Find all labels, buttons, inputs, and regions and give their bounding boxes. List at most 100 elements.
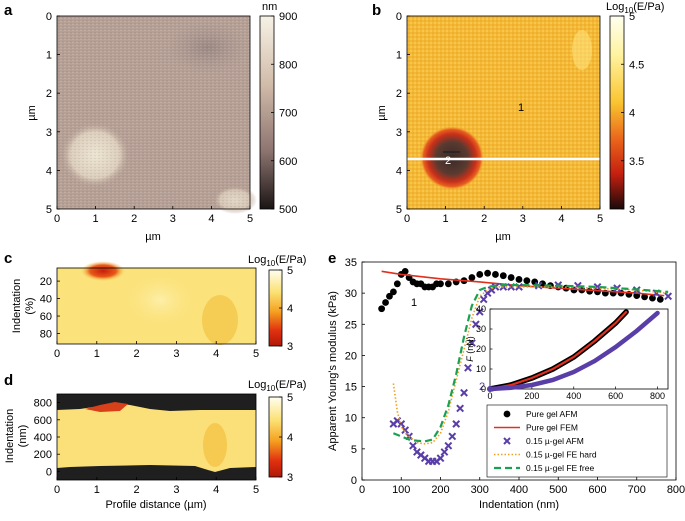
x-tick-label: 2 bbox=[134, 484, 140, 496]
x-tick-label: 5 bbox=[253, 348, 259, 360]
marker-stroke bbox=[397, 420, 406, 428]
x-axis-ticks-a: 0 1 2 3 4 5 bbox=[54, 206, 253, 225]
panel-label-e: e bbox=[328, 250, 336, 267]
y-tick-label: 20 bbox=[40, 276, 52, 288]
data-point bbox=[641, 293, 648, 301]
series-e bbox=[378, 267, 673, 466]
marker-stroke bbox=[515, 283, 523, 291]
marker-stroke bbox=[416, 451, 425, 459]
y-axis-ticks-b: 0 1 2 3 4 5 bbox=[396, 11, 410, 216]
y-tick-label: 200 bbox=[34, 449, 52, 461]
data-point bbox=[467, 339, 476, 347]
inset-y-tick-label: 10 bbox=[476, 364, 486, 374]
data-point bbox=[440, 448, 449, 456]
data-point bbox=[484, 269, 491, 277]
data-point bbox=[444, 441, 453, 450]
y-tick-label: 1 bbox=[396, 50, 402, 62]
axes-frame-a bbox=[56, 15, 251, 210]
y-tick-label: 2 bbox=[396, 88, 402, 100]
panel-b: 1 2 0 1 2 3 4 5 0 1 2 3 4 5 µm µm 5 4.5 4 3.5 3 Log10(… bbox=[376, 1, 664, 243]
data-point bbox=[401, 267, 409, 275]
y-tick-label: 15 bbox=[345, 382, 357, 394]
y-axis-label-a: µm bbox=[26, 105, 38, 121]
series-ugel-fe-free bbox=[392, 283, 669, 443]
x-tick-label: 4 bbox=[208, 213, 214, 225]
x-tick-label: 5 bbox=[247, 213, 253, 225]
y-tick-label: 600 bbox=[34, 415, 52, 427]
y-axis-label-c: Indentation bbox=[11, 279, 23, 333]
elasticity-stiff-region bbox=[572, 30, 592, 70]
legend-item: Pure gel FEM bbox=[494, 423, 578, 433]
panel-label-a: a bbox=[4, 2, 13, 19]
colorbar-tick-label: 3 bbox=[629, 204, 635, 216]
marker-stroke bbox=[444, 441, 453, 450]
marker-stroke bbox=[409, 441, 417, 450]
y-tick-label: 20 bbox=[345, 350, 357, 362]
series-ugel-fe-hard bbox=[392, 286, 669, 445]
soft-spot-d bbox=[85, 402, 128, 412]
colorbar-tick-label: 4 bbox=[287, 432, 293, 444]
inset-y-axis-label: F (nN) bbox=[465, 336, 475, 362]
inset-series bbox=[487, 309, 660, 392]
inset-y-tick-label: 40 bbox=[476, 304, 486, 314]
x-tick-label: 1 bbox=[94, 484, 100, 496]
colorbar-ticks-b: 5 4.5 4 3.5 3 bbox=[621, 11, 644, 216]
inset-series-line bbox=[487, 310, 660, 392]
x-tick-label: 300 bbox=[471, 484, 489, 496]
y-tick-label: 0 bbox=[46, 11, 52, 23]
data-point bbox=[499, 272, 507, 280]
panel-a: 0 1 2 3 4 5 0 1 2 3 4 5 µm µm 900 800 700 600 500 nm bbox=[26, 1, 297, 243]
data-point bbox=[386, 292, 393, 300]
colorbar-tick-label: 700 bbox=[279, 108, 297, 120]
x-tick-label: 0 bbox=[359, 484, 365, 496]
data-point bbox=[492, 271, 499, 278]
inset-e: 0 200 400 600 800 0 10 20 30 40 F (nN) bbox=[465, 304, 669, 401]
y-tick-label: 400 bbox=[34, 432, 52, 444]
legend-marker bbox=[503, 437, 511, 445]
data-point bbox=[390, 288, 397, 296]
y-tick-label: 80 bbox=[40, 329, 52, 341]
y-tick-label: 800 bbox=[34, 398, 52, 410]
topography-texture bbox=[57, 16, 250, 209]
x-tick-label: 5 bbox=[597, 213, 603, 225]
y-tick-label: 2 bbox=[46, 88, 52, 100]
x-tick-label: 800 bbox=[667, 484, 685, 496]
colorbar-tick-label: 3.5 bbox=[629, 156, 644, 168]
y-tick-label: 0 bbox=[351, 475, 357, 487]
y-tick-label: 5 bbox=[396, 204, 402, 216]
curve-label-1-e: 1 bbox=[411, 297, 417, 309]
colorbar-tick-label: 500 bbox=[279, 204, 297, 216]
x-tick-label: 500 bbox=[549, 484, 567, 496]
inset-y-tick-label: 30 bbox=[476, 324, 486, 334]
panel-label-c: c bbox=[4, 250, 12, 267]
data-point bbox=[515, 276, 523, 283]
y-tick-label: 1 bbox=[46, 50, 52, 62]
inset-x-tick-label: 0 bbox=[487, 391, 492, 401]
region-label-1-b: 1 bbox=[518, 102, 524, 114]
y-axis-label-d: Indentation bbox=[4, 409, 16, 463]
marker-stroke bbox=[479, 295, 488, 304]
y-tick-label: 40 bbox=[40, 294, 52, 306]
data-point bbox=[452, 420, 461, 428]
x-tick-label: 700 bbox=[628, 484, 646, 496]
x-tick-label: 2 bbox=[481, 213, 487, 225]
marker-stroke bbox=[464, 363, 472, 372]
inset-frame bbox=[489, 308, 669, 390]
data-point bbox=[464, 363, 472, 372]
data-point bbox=[586, 287, 594, 295]
x-tick-label: 0 bbox=[54, 213, 60, 225]
x-tick-label: 3 bbox=[173, 348, 179, 360]
inset-x-tick-label: 800 bbox=[650, 391, 665, 401]
curve-label-2-e: 2 bbox=[479, 381, 485, 393]
colorbar-unit-c: Log10(E/Pa) bbox=[248, 254, 306, 268]
panel-c: 0 1 2 3 4 5 20 40 60 80 Indentation (%) 5 4 3 Log1… bbox=[11, 254, 306, 360]
x-tick-label: 4 bbox=[213, 348, 219, 360]
inset-origin-marker bbox=[487, 386, 493, 392]
x-axis-label-d: Profile distance (µm) bbox=[105, 499, 206, 511]
data-point bbox=[656, 295, 664, 303]
panel-label-b: b bbox=[372, 2, 381, 19]
inset-x-tick-label: 400 bbox=[566, 391, 581, 401]
x-tick-label: 1 bbox=[94, 348, 100, 360]
data-point bbox=[475, 307, 484, 316]
x-axis-label-b: µm bbox=[495, 231, 511, 243]
